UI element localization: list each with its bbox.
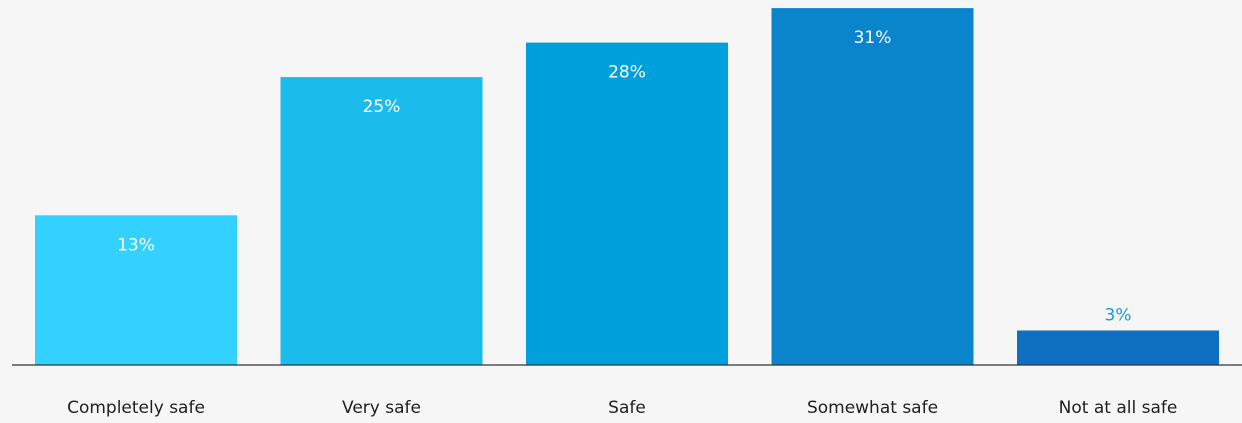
x-tick-label-3: Somewhat safe [807, 398, 938, 418]
x-tick-label-0: Completely safe [67, 398, 205, 418]
data-label-3: 31% [854, 28, 892, 48]
category-label-group: Completely safe Very safe Safe Somewhat saf… [67, 398, 1177, 418]
data-label-4: 3% [1105, 306, 1132, 326]
bar-3 [771, 8, 974, 365]
bar-1 [280, 77, 483, 365]
data-label-1: 25% [363, 97, 401, 117]
bar-2 [526, 42, 728, 365]
bar-group [35, 8, 1219, 365]
data-label-2: 28% [608, 63, 646, 83]
x-tick-label-1: Very safe [342, 398, 421, 418]
value-label-group: 13% 25% 28% 31% 3% [117, 28, 1131, 325]
bar-0 [35, 215, 237, 365]
data-label-0: 13% [117, 235, 155, 255]
x-tick-label-2: Safe [608, 398, 646, 418]
x-tick-label-4: Not at all safe [1059, 398, 1178, 418]
bar-4 [1017, 330, 1219, 365]
